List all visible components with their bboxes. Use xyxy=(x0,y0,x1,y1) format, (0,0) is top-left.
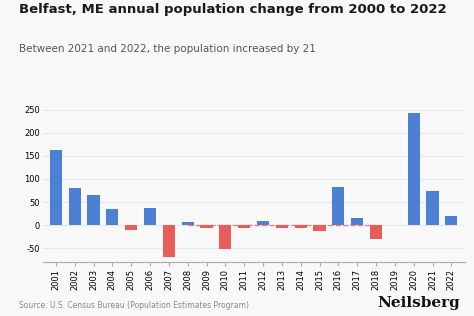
Bar xyxy=(313,225,326,231)
Bar xyxy=(163,225,175,257)
Bar xyxy=(370,225,382,239)
Bar xyxy=(182,222,194,225)
Bar xyxy=(201,225,213,228)
Bar xyxy=(445,216,457,225)
Bar xyxy=(427,191,438,225)
Bar xyxy=(332,187,345,225)
Bar xyxy=(408,113,420,225)
Bar xyxy=(144,208,156,225)
Text: Neilsberg: Neilsberg xyxy=(377,296,460,310)
Bar xyxy=(238,225,250,228)
Bar xyxy=(125,225,137,230)
Bar xyxy=(106,209,118,225)
Bar xyxy=(69,188,81,225)
Bar xyxy=(294,225,307,228)
Text: Between 2021 and 2022, the population increased by 21: Between 2021 and 2022, the population in… xyxy=(19,44,316,54)
Bar xyxy=(276,225,288,228)
Bar xyxy=(50,150,62,225)
Text: Source: U.S. Census Bureau (Population Estimates Program): Source: U.S. Census Bureau (Population E… xyxy=(19,301,249,310)
Bar xyxy=(351,218,363,225)
Text: Belfast, ME annual population change from 2000 to 2022: Belfast, ME annual population change fro… xyxy=(19,3,447,16)
Bar xyxy=(257,221,269,225)
Bar xyxy=(87,195,100,225)
Bar xyxy=(219,225,231,249)
